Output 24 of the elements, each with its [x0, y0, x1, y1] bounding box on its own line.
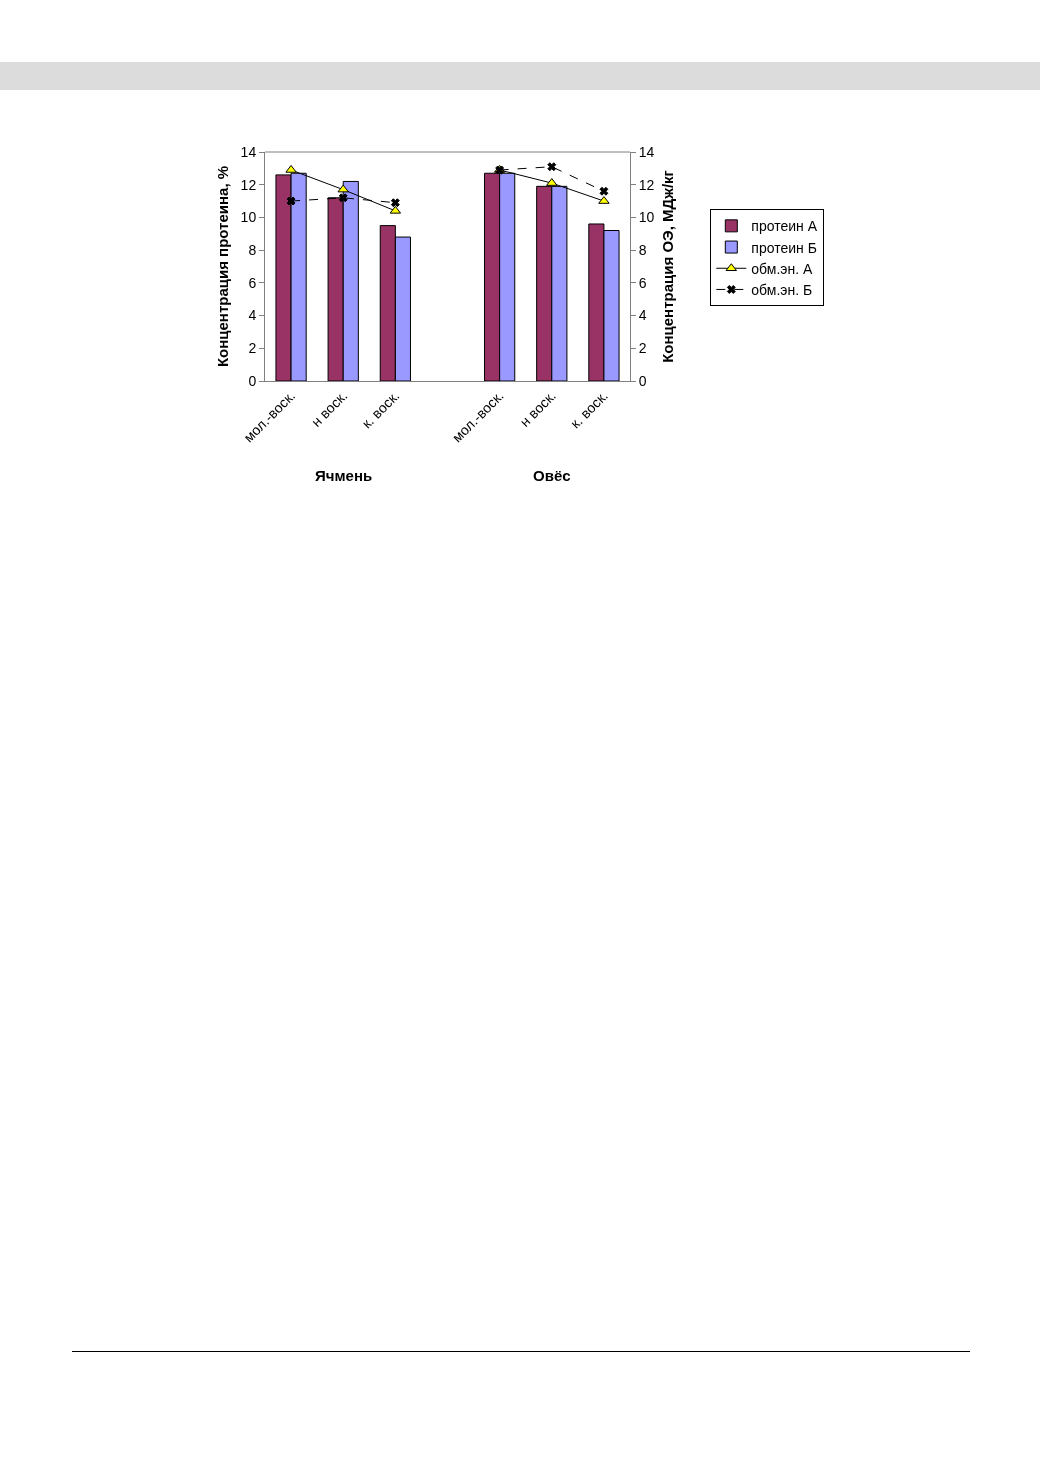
y-tick-label: 6: [248, 274, 257, 291]
y-tick-label: 8: [248, 242, 257, 259]
y2-tick-label: 0: [638, 372, 647, 389]
y-tick-label: 14: [240, 143, 257, 160]
y-tick-label: 12: [240, 176, 257, 193]
y2-tick-label: 8: [638, 242, 647, 259]
y2-tick-label: 10: [638, 209, 655, 226]
text: Овёс: [533, 467, 571, 484]
y-axis-title: Концентрация протеина, %: [213, 165, 231, 368]
y-tick-label: 2: [248, 340, 257, 357]
text: Ячмень: [315, 467, 373, 484]
legend-label: обм.эн. А: [751, 260, 813, 277]
y2-tick-label: 14: [638, 143, 655, 160]
y-tick-label: 10: [240, 209, 257, 226]
legend-label: протеин Б: [751, 239, 817, 256]
legend-label: обм.эн. Б: [751, 281, 813, 298]
y2-axis-title: Концентрация ОЭ, МДж/кг: [658, 170, 676, 363]
legend-label: протеин А: [751, 218, 818, 235]
y2-tick-label: 4: [638, 307, 647, 324]
y2-tick-label: 2: [638, 340, 647, 357]
y-tick-label: 4: [248, 307, 257, 324]
y2-tick-label: 12: [638, 176, 655, 193]
y2-tick-label: 6: [638, 274, 647, 291]
y-tick-label: 0: [248, 372, 257, 389]
